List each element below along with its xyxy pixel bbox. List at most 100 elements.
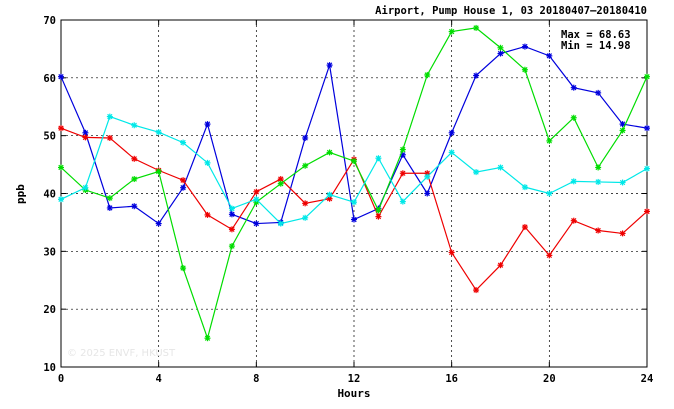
data-point <box>497 262 504 269</box>
data-point <box>326 191 333 198</box>
data-point <box>131 203 138 210</box>
data-point <box>180 139 187 146</box>
data-point <box>351 158 357 165</box>
data-point <box>375 213 382 220</box>
data-point <box>253 196 260 203</box>
plot-border <box>60 19 648 368</box>
data-point <box>521 224 528 231</box>
data-point <box>228 205 235 212</box>
data-point <box>253 188 260 195</box>
watermark: © 2025 ENVF, HKUST <box>67 348 176 359</box>
data-point <box>619 230 626 237</box>
data-point <box>180 265 187 272</box>
data-point <box>131 122 138 129</box>
data-point <box>521 66 528 73</box>
data-point <box>473 287 480 294</box>
series-4 <box>58 113 650 227</box>
data-point <box>473 24 480 31</box>
data-point <box>595 164 602 171</box>
data-point <box>473 72 480 79</box>
data-point <box>326 149 333 156</box>
data-point <box>277 180 284 187</box>
data-point <box>424 173 431 180</box>
data-point <box>82 129 89 136</box>
data-point <box>351 216 357 223</box>
data-point <box>228 211 235 218</box>
data-point <box>570 114 577 121</box>
data-point <box>204 121 211 128</box>
data-point <box>58 196 64 203</box>
y-tick-label: 30 <box>43 246 56 258</box>
x-tick-label: 20 <box>543 373 556 385</box>
data-point <box>448 149 455 156</box>
data-point <box>155 168 162 175</box>
data-point <box>448 28 455 35</box>
data-point <box>58 164 64 171</box>
series-3 <box>58 24 650 342</box>
x-tick-label: 4 <box>156 373 162 385</box>
y-tick-label: 20 <box>43 304 56 316</box>
data-point <box>155 129 162 136</box>
data-point <box>570 217 577 224</box>
data-point <box>326 62 333 69</box>
data-point <box>448 249 455 256</box>
y-tick-label: 60 <box>43 73 56 85</box>
x-tick-label: 16 <box>445 373 458 385</box>
data-point <box>448 129 455 136</box>
y-axis-label: ppb <box>14 184 27 204</box>
data-point <box>497 44 504 51</box>
data-point <box>619 121 626 128</box>
x-tick-label: 12 <box>348 373 361 385</box>
data-point <box>302 214 309 221</box>
data-point <box>180 177 187 184</box>
data-point <box>228 226 235 233</box>
data-point <box>644 165 650 172</box>
data-point <box>204 335 211 342</box>
data-point <box>595 227 602 234</box>
data-point <box>399 198 406 205</box>
data-point <box>106 134 113 141</box>
data-point <box>204 211 211 218</box>
data-point <box>424 190 431 197</box>
data-point <box>58 125 64 132</box>
data-point <box>58 73 64 80</box>
data-point <box>204 159 211 166</box>
data-point <box>106 113 113 120</box>
data-point <box>277 220 284 227</box>
series-layer <box>58 24 650 342</box>
chart-title: Airport, Pump House 1, 03 20180407–20180… <box>375 5 647 17</box>
data-point <box>497 50 504 57</box>
data-point <box>375 155 382 162</box>
data-point <box>131 155 138 162</box>
data-point <box>82 134 89 141</box>
y-tick-label: 40 <box>43 189 56 201</box>
data-point <box>106 195 113 202</box>
plot-frame <box>61 20 647 367</box>
data-point <box>82 184 89 191</box>
data-point <box>546 137 553 144</box>
data-point <box>644 125 650 132</box>
data-point <box>595 178 602 185</box>
data-point <box>106 204 113 211</box>
data-point <box>546 252 553 259</box>
y-tick-label: 10 <box>43 362 56 374</box>
data-point <box>619 127 626 134</box>
x-tick-label: 0 <box>58 373 64 385</box>
data-point <box>644 208 650 215</box>
max-label: Max = 68.63 <box>561 29 631 41</box>
data-point <box>351 199 357 206</box>
data-point <box>302 162 309 169</box>
data-point <box>546 52 553 59</box>
data-point <box>399 146 406 153</box>
data-point <box>595 89 602 96</box>
data-point <box>302 134 309 141</box>
data-point <box>521 184 528 191</box>
data-point <box>424 71 431 78</box>
data-point <box>253 220 260 227</box>
data-point <box>497 164 504 171</box>
min-label: Min = 14.98 <box>561 40 631 52</box>
data-point <box>619 179 626 186</box>
data-point <box>375 207 382 214</box>
x-tick-label: 24 <box>641 373 654 385</box>
